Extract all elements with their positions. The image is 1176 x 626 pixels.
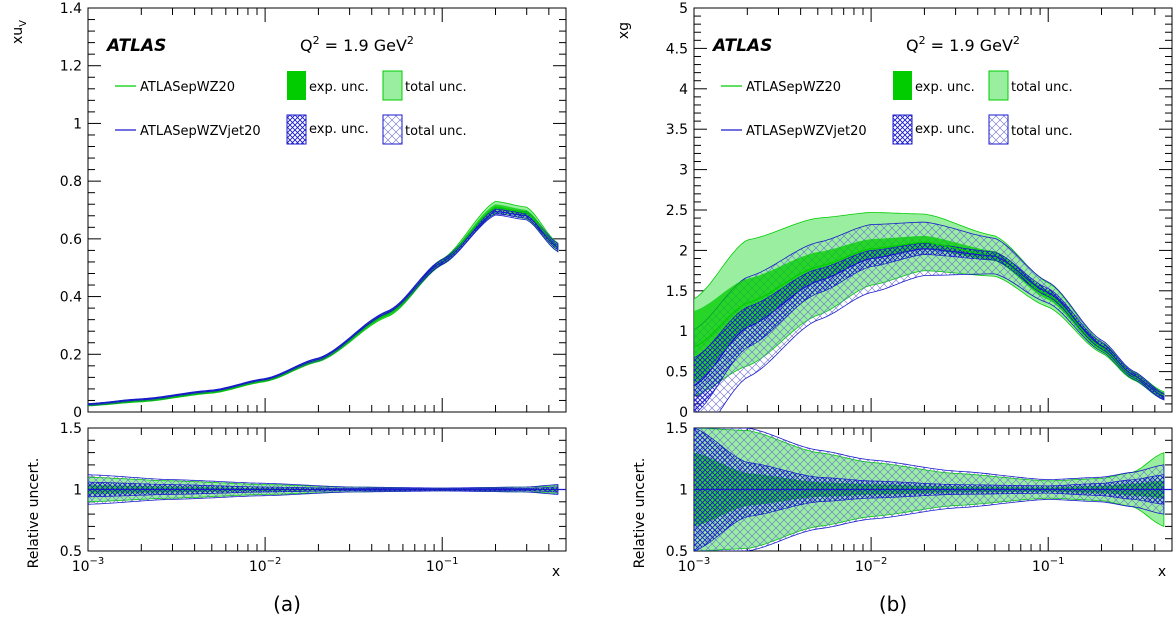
y-tick-label: 1 [679,483,688,499]
legend-label-series1-b: ATLASepWZ20 [746,80,841,95]
y-axis-label-b: xg [616,22,632,39]
legend-swatch-total-green-b [988,70,1009,101]
ratio-bands [694,428,1172,551]
legend-label-exp-green-a: exp. unc. [309,80,369,95]
central-line-series2 [88,210,559,406]
y-axis-label-a: xuV [10,20,29,44]
curves [88,201,559,407]
ratio-y-axis-label-a: Relative uncert. [26,458,42,569]
x-axis-label-a: x [552,564,560,580]
ratio-plot-b: 10−3 10−2 10−1 0.5 1 1.5 [666,421,1173,575]
central-line-series1 [88,206,559,406]
panel-a: 0 0.2 0.4 0.6 0.8 1 1.2 1.4 10−3 10−2 10−1 0.5 1 1.5… [10,1,567,616]
main-plot-b: 0 0.5 1 1.5 2 2.5 3 3.5 4 4.5 5 [666,1,1173,421]
legend-b: ATLASepWZ20 exp. unc. total unc. ATLASep… [721,70,1073,145]
y-tick-label: 4 [679,82,688,98]
central-line-series1 [694,241,1165,397]
y-tick-label: 1.4 [60,1,82,17]
x-tick-label: 10−2 [855,556,888,575]
legend-label-series1-a: ATLASepWZ20 [140,80,235,95]
legend-label-exp-blue-a: exp. unc. [309,122,369,137]
y-tick-label: 1.2 [60,59,82,75]
x-tick-label: 10−1 [1032,556,1065,575]
y-tick-label: 0.2 [60,347,82,363]
atlas-label-a: ATLAS [105,36,166,56]
plot-frame [87,7,567,413]
total-unc-band-series1 [88,201,559,407]
legend-swatch-exp-blue-a [286,114,307,145]
exp-unc-band-series2 [88,208,559,406]
y-tick-label: 0 [73,405,82,421]
legend-label-series2-b: ATLASepWZVjet20 [746,124,867,139]
y-tick-label: 0.6 [60,232,82,248]
ratio-bands [88,474,566,505]
x-tick-label: 10−3 [678,556,711,575]
legend-swatch-total-blue-b [988,114,1009,145]
panel-label-b: (b) [879,592,907,616]
exp-unc-band-series2 [694,242,1165,412]
y-tick-label: 0.4 [60,290,82,306]
y-tick-label: 3.5 [666,122,688,138]
legend-a: ATLASepWZ20 exp. unc. total unc. ATLASep… [115,70,467,145]
y-tick-label: 0.8 [60,174,82,190]
y-tick-label: 3 [679,163,688,179]
y-tick-label: 0 [679,405,688,421]
legend-label-exp-green-b: exp. unc. [915,80,975,95]
legend-label-exp-blue-b: exp. unc. [915,122,975,137]
y-tick-label: 2 [679,243,688,259]
y-tick-label: 1.5 [666,284,688,300]
legend-label-total-green-b: total unc. [1011,80,1073,95]
ratio-y-axis-label-b: Relative uncert. [632,458,648,569]
central-line-series2 [694,248,1165,398]
y-tick-label: 0.5 [666,365,688,381]
x-tick-label: 10−2 [249,556,282,575]
y-tick-label: 1.5 [60,421,82,437]
y-tick-label: 1 [679,324,688,340]
y-tick-label: 0.5 [666,544,688,560]
x-tick-label: 10−1 [426,556,459,575]
y-tick-label: 5 [679,1,688,17]
legend-swatch-exp-green-a [287,71,306,100]
exp-unc-band-series1 [88,204,558,406]
atlas-label-b: ATLAS [711,36,772,56]
legend-swatch-exp-blue-b [892,114,913,145]
panel-label-a: (a) [273,592,301,616]
y-tick-label: 1 [73,483,82,499]
q2-label-b: Q2 = 1.9 GeV2 [906,34,1020,55]
y-tick-label: 0.5 [60,544,82,560]
legend-swatch-total-blue-a [382,114,403,145]
panel-b: 0 0.5 1 1.5 2 2.5 3 3.5 4 4.5 5 10−3 10−2 10−1 0.5 1 1.… [616,1,1173,616]
curves [694,212,1165,412]
y-tick-label: 1 [73,116,82,132]
legend-label-total-green-a: total unc. [405,80,467,95]
legend-label-total-blue-b: total unc. [1011,124,1073,139]
legend-label-series2-a: ATLASepWZVjet20 [140,124,261,139]
y-tick-label: 2.5 [666,203,688,219]
legend-swatch-exp-green-b [893,71,912,100]
q2-label-a: Q2 = 1.9 GeV2 [300,34,414,55]
y-tick-label: 4.5 [666,41,688,57]
y-tick-label: 1.5 [666,421,688,437]
legend-label-total-blue-a: total unc. [405,124,467,139]
total-unc-band-series2 [88,207,559,406]
legend-swatch-total-green-a [382,70,403,101]
x-axis-label-b: x [1158,564,1166,580]
ratio-plot-a: 10−3 10−2 10−1 0.5 1 1.5 [60,421,567,575]
main-plot-a: 0 0.2 0.4 0.6 0.8 1 1.2 1.4 [60,1,567,421]
x-tick-label: 10−3 [72,556,105,575]
